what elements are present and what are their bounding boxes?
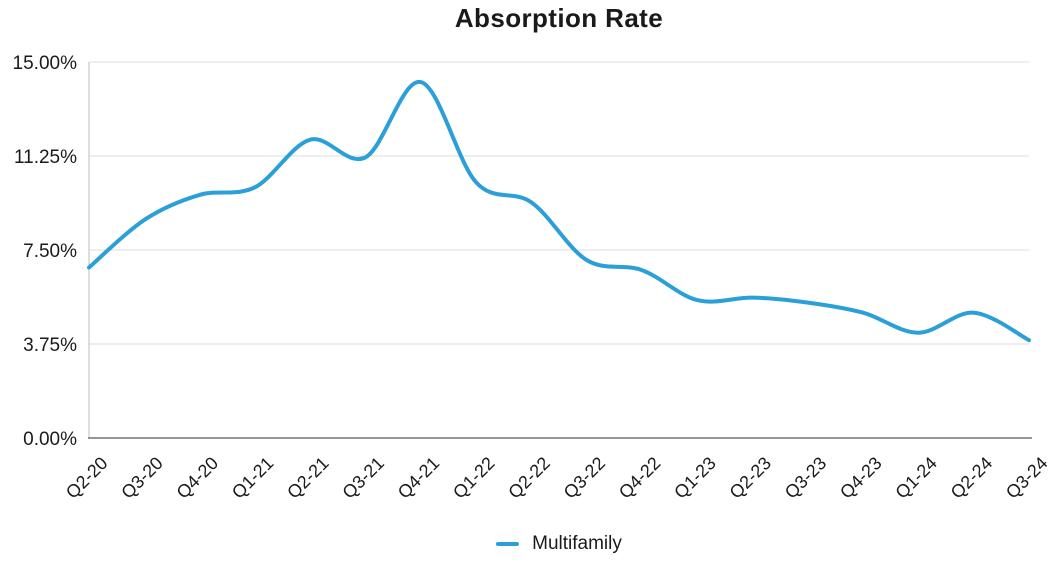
x-axis-tick-label: Q1-21	[228, 453, 278, 503]
y-axis-tick-label: 15.00%	[13, 53, 78, 74]
x-axis-tick-label: Q3-22	[560, 453, 610, 503]
x-axis-tick-label: Q1-23	[670, 453, 720, 503]
x-axis-tick-label: Q4-21	[394, 453, 444, 503]
x-axis-tick-label: Q2-22	[504, 453, 554, 503]
x-axis-tick-label: Q3-24	[1002, 453, 1052, 503]
x-axis-tick-label: Q4-22	[615, 453, 665, 503]
x-axis-tick-label: Q4-23	[836, 453, 886, 503]
chart-legend: Multifamily	[89, 531, 1029, 557]
x-axis-tick-label: Q2-23	[726, 453, 776, 503]
x-axis-tick-label: Q2-21	[283, 453, 333, 503]
y-axis-tick-label: 3.75%	[23, 335, 77, 356]
series-line-multifamily	[87, 80, 1031, 343]
legend-series-label: Multifamily	[532, 533, 622, 554]
chart-title: Absorption Rate	[454, 3, 664, 33]
x-axis-tick-label: Q3-20	[117, 453, 167, 503]
y-axis-tick-label: 0.00%	[23, 429, 77, 450]
legend-line-swatch	[496, 541, 520, 547]
x-axis-tick-label: Q1-24	[891, 453, 941, 503]
x-axis-tick-label: Q2-20	[62, 453, 112, 503]
x-axis-tick-label: Q1-22	[449, 453, 499, 503]
x-axis-tick-label: Q3-23	[781, 453, 831, 503]
x-axis-tick-label: Q3-21	[338, 453, 388, 503]
x-axis-tick-label: Q4-20	[173, 453, 223, 503]
y-axis-tick-label: 7.50%	[23, 241, 77, 262]
y-axis-tick-label: 11.25%	[14, 147, 77, 168]
x-axis-tick-label: Q2-24	[947, 453, 997, 503]
